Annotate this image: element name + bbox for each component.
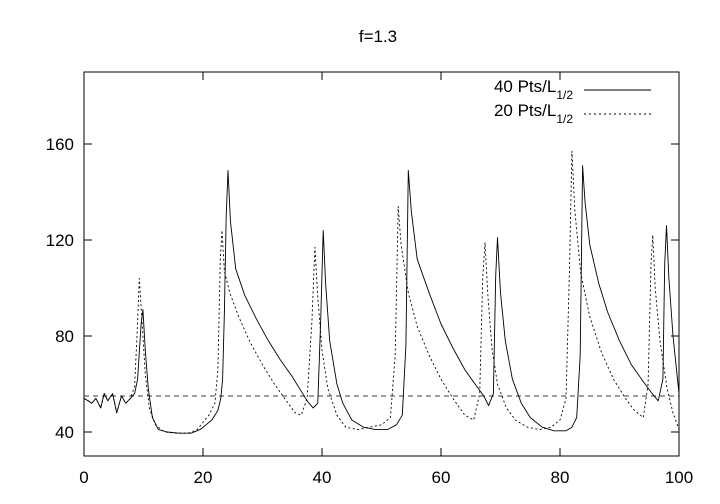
x-tick-label-0: 0 <box>79 468 88 487</box>
plot-border <box>83 71 680 457</box>
y-tick-label-3: 160 <box>46 135 74 154</box>
x-tick-label-5: 100 <box>665 468 693 487</box>
y-tick-label-1: 80 <box>55 327 74 346</box>
x-tick-label-3: 60 <box>432 468 451 487</box>
legend-entry-1: 20 Pts/L1/2 <box>494 101 651 126</box>
legend-label-1-main: 20 Pts/L <box>494 101 556 120</box>
x-tick-label-1: 20 <box>194 468 213 487</box>
plot-frame <box>83 71 680 457</box>
legend-label-1: 20 Pts/L1/2 <box>494 101 573 126</box>
chart-title: f=1.3 <box>359 27 397 46</box>
y-tick-label-2: 120 <box>46 231 74 250</box>
legend: 40 Pts/L1/2 20 Pts/L1/2 <box>494 77 651 126</box>
legend-label-0-sub: 1/2 <box>556 88 573 102</box>
x-tick-label-2: 40 <box>313 468 332 487</box>
legend-entry-0: 40 Pts/L1/2 <box>494 77 651 102</box>
series-line-0 <box>83 165 680 434</box>
y-tick-label-0: 40 <box>55 423 74 442</box>
legend-label-1-sub: 1/2 <box>556 112 573 126</box>
legend-label-0-main: 40 Pts/L <box>494 77 556 96</box>
legend-label-0: 40 Pts/L1/2 <box>494 77 573 102</box>
series-layer <box>83 150 680 434</box>
axis-ticks: 0 20 40 60 80 100 40 80 120 160 <box>46 72 693 487</box>
x-tick-label-4: 80 <box>551 468 570 487</box>
series-line-1 <box>83 150 680 434</box>
